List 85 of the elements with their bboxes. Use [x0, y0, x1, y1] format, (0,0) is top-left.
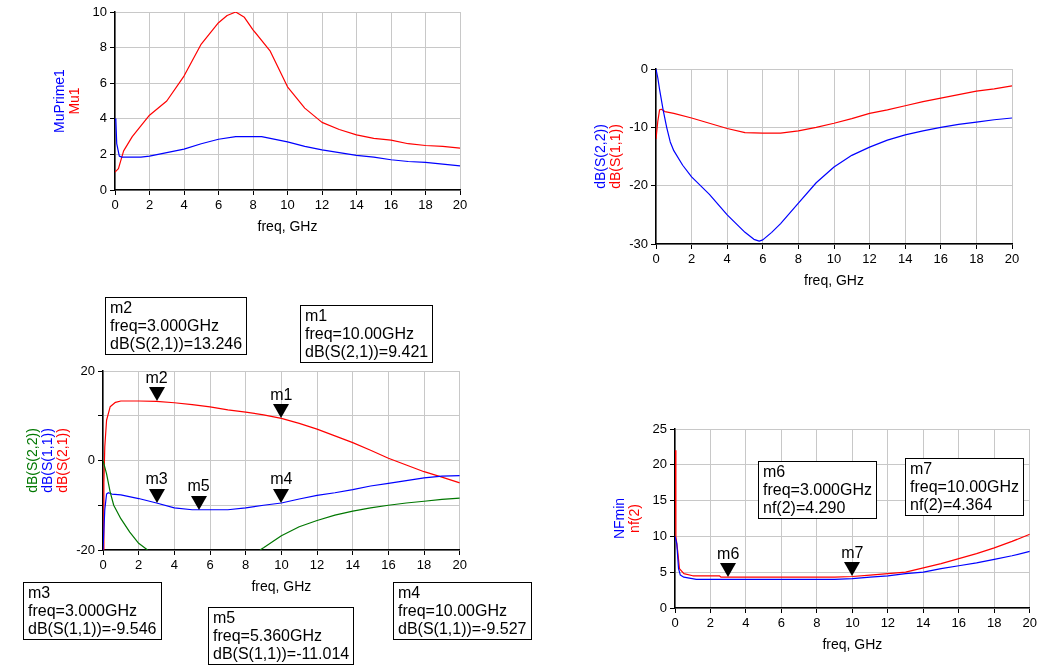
y-tick-label: -20 [76, 541, 95, 557]
x-tick-label: 0 [111, 197, 119, 213]
annotation: m5 [187, 477, 210, 495]
x-tick-label: 18 [418, 197, 433, 213]
x-tick-label: 20 [1004, 251, 1020, 267]
annotation: m6 freq=3.000GHz nf(2)=4.290 [758, 461, 877, 519]
x-tick-label: 16 [381, 557, 396, 573]
y-tick-label: 20 [80, 362, 95, 378]
annotation: m7 freq=10.00GHz nf(2)=4.364 [905, 458, 1024, 516]
text: Mu1 [65, 87, 82, 115]
y-tick-label: -10 [629, 118, 648, 134]
x-tick-label: 6 [777, 615, 786, 631]
x-tick-label: 14 [897, 251, 913, 267]
y-tick-label: 2 [99, 145, 107, 161]
y-tick-label: 8 [99, 39, 107, 55]
x-axis-title: freq, GHz [257, 218, 318, 235]
annotation: m3 [145, 470, 168, 488]
x-tick-label: 20 [1022, 615, 1037, 631]
x-tick-label: 18 [969, 251, 984, 267]
x-tick-label: 6 [214, 197, 223, 213]
x-axis-title: freq, GHz [822, 636, 883, 653]
x-tick-label: 20 [452, 557, 467, 573]
y-tick-label: 10 [92, 3, 107, 19]
y-tick-label: -20 [629, 177, 648, 193]
y-tick-label: 6 [99, 74, 107, 90]
x-tick-label: 8 [249, 197, 257, 213]
text: m4 freq=10.00GHz dB(S(1,1))=-9.527 [393, 582, 532, 640]
y-tick-label: 0 [99, 181, 107, 197]
text: dB(S(2,2)) [591, 124, 608, 189]
x-tick-label: 18 [416, 557, 432, 573]
x-tick-label: 14 [916, 615, 931, 631]
y-tick-label: 0 [659, 599, 667, 615]
text: m3 freq=3.000GHz dB(S(1,1))=-9.546 [23, 582, 162, 640]
x-tick-label: 8 [242, 557, 250, 573]
x-tick-label: 12 [314, 197, 330, 213]
x-tick-label: 4 [170, 557, 178, 573]
x-tick-label: 2 [706, 615, 715, 631]
x-tick-label: 6 [206, 557, 214, 573]
x-tick-label: 12 [862, 251, 877, 267]
y-tick-label: 0 [640, 60, 648, 76]
x-tick-label: 10 [845, 615, 860, 631]
x-tick-label: 12 [880, 615, 896, 631]
y-tick-label: 25 [652, 420, 667, 436]
x-tick-label: 18 [987, 615, 1002, 631]
text: m5 freq=5.360GHz dB(S(1,1))=-11.014 [208, 607, 355, 665]
x-axis-title: freq, GHz [804, 272, 864, 289]
x-tick-label: 0 [671, 615, 679, 631]
x-tick-label: 10 [280, 197, 295, 213]
x-axis-title: freq, GHz [251, 578, 312, 595]
x-tick-label: 2 [135, 557, 143, 573]
text: dB(S(2,2)) [23, 428, 40, 493]
y-tick-label: -30 [629, 235, 648, 251]
y-tick-label: 20 [652, 456, 667, 472]
y-tick-label: 5 [659, 563, 667, 579]
annotation: m1 [270, 385, 293, 403]
text: m1 freq=10.00GHz dB(S(2,1))=9.421 [300, 305, 434, 363]
annotation: m4 [270, 470, 293, 488]
x-tick-label: 16 [383, 197, 399, 213]
y-tick-label: 0 [87, 452, 95, 468]
text: m2 freq=3.000GHz dB(S(2,1))=13.246 [105, 297, 248, 355]
x-tick-label: 6 [759, 251, 767, 267]
x-tick-label: 4 [180, 197, 188, 213]
annotation: m2 [145, 368, 168, 386]
text: NFmin [610, 497, 627, 540]
x-tick-label: 8 [813, 615, 821, 631]
x-tick-label: 14 [345, 557, 360, 573]
x-tick-label: 12 [309, 557, 325, 573]
x-tick-label: 20 [452, 197, 468, 213]
annotation: m7 [841, 543, 864, 561]
x-tick-label: 16 [951, 615, 967, 631]
x-tick-label: 8 [794, 251, 803, 267]
x-tick-label: 10 [826, 251, 842, 267]
x-tick-label: 4 [723, 251, 731, 267]
x-tick-label: 10 [274, 557, 289, 573]
y-tick-label: 4 [99, 110, 107, 126]
text: nf(2) [625, 504, 642, 533]
y-tick-label: 10 [652, 527, 667, 543]
x-tick-label: 14 [349, 197, 364, 213]
text: MuPrime1 [50, 68, 67, 133]
x-tick-label: 2 [687, 251, 696, 267]
x-tick-label: 2 [145, 197, 154, 213]
x-tick-label: 16 [933, 251, 949, 267]
x-tick-label: 4 [742, 615, 750, 631]
annotation: m6 [717, 544, 740, 562]
y-tick-label: 15 [652, 492, 667, 508]
